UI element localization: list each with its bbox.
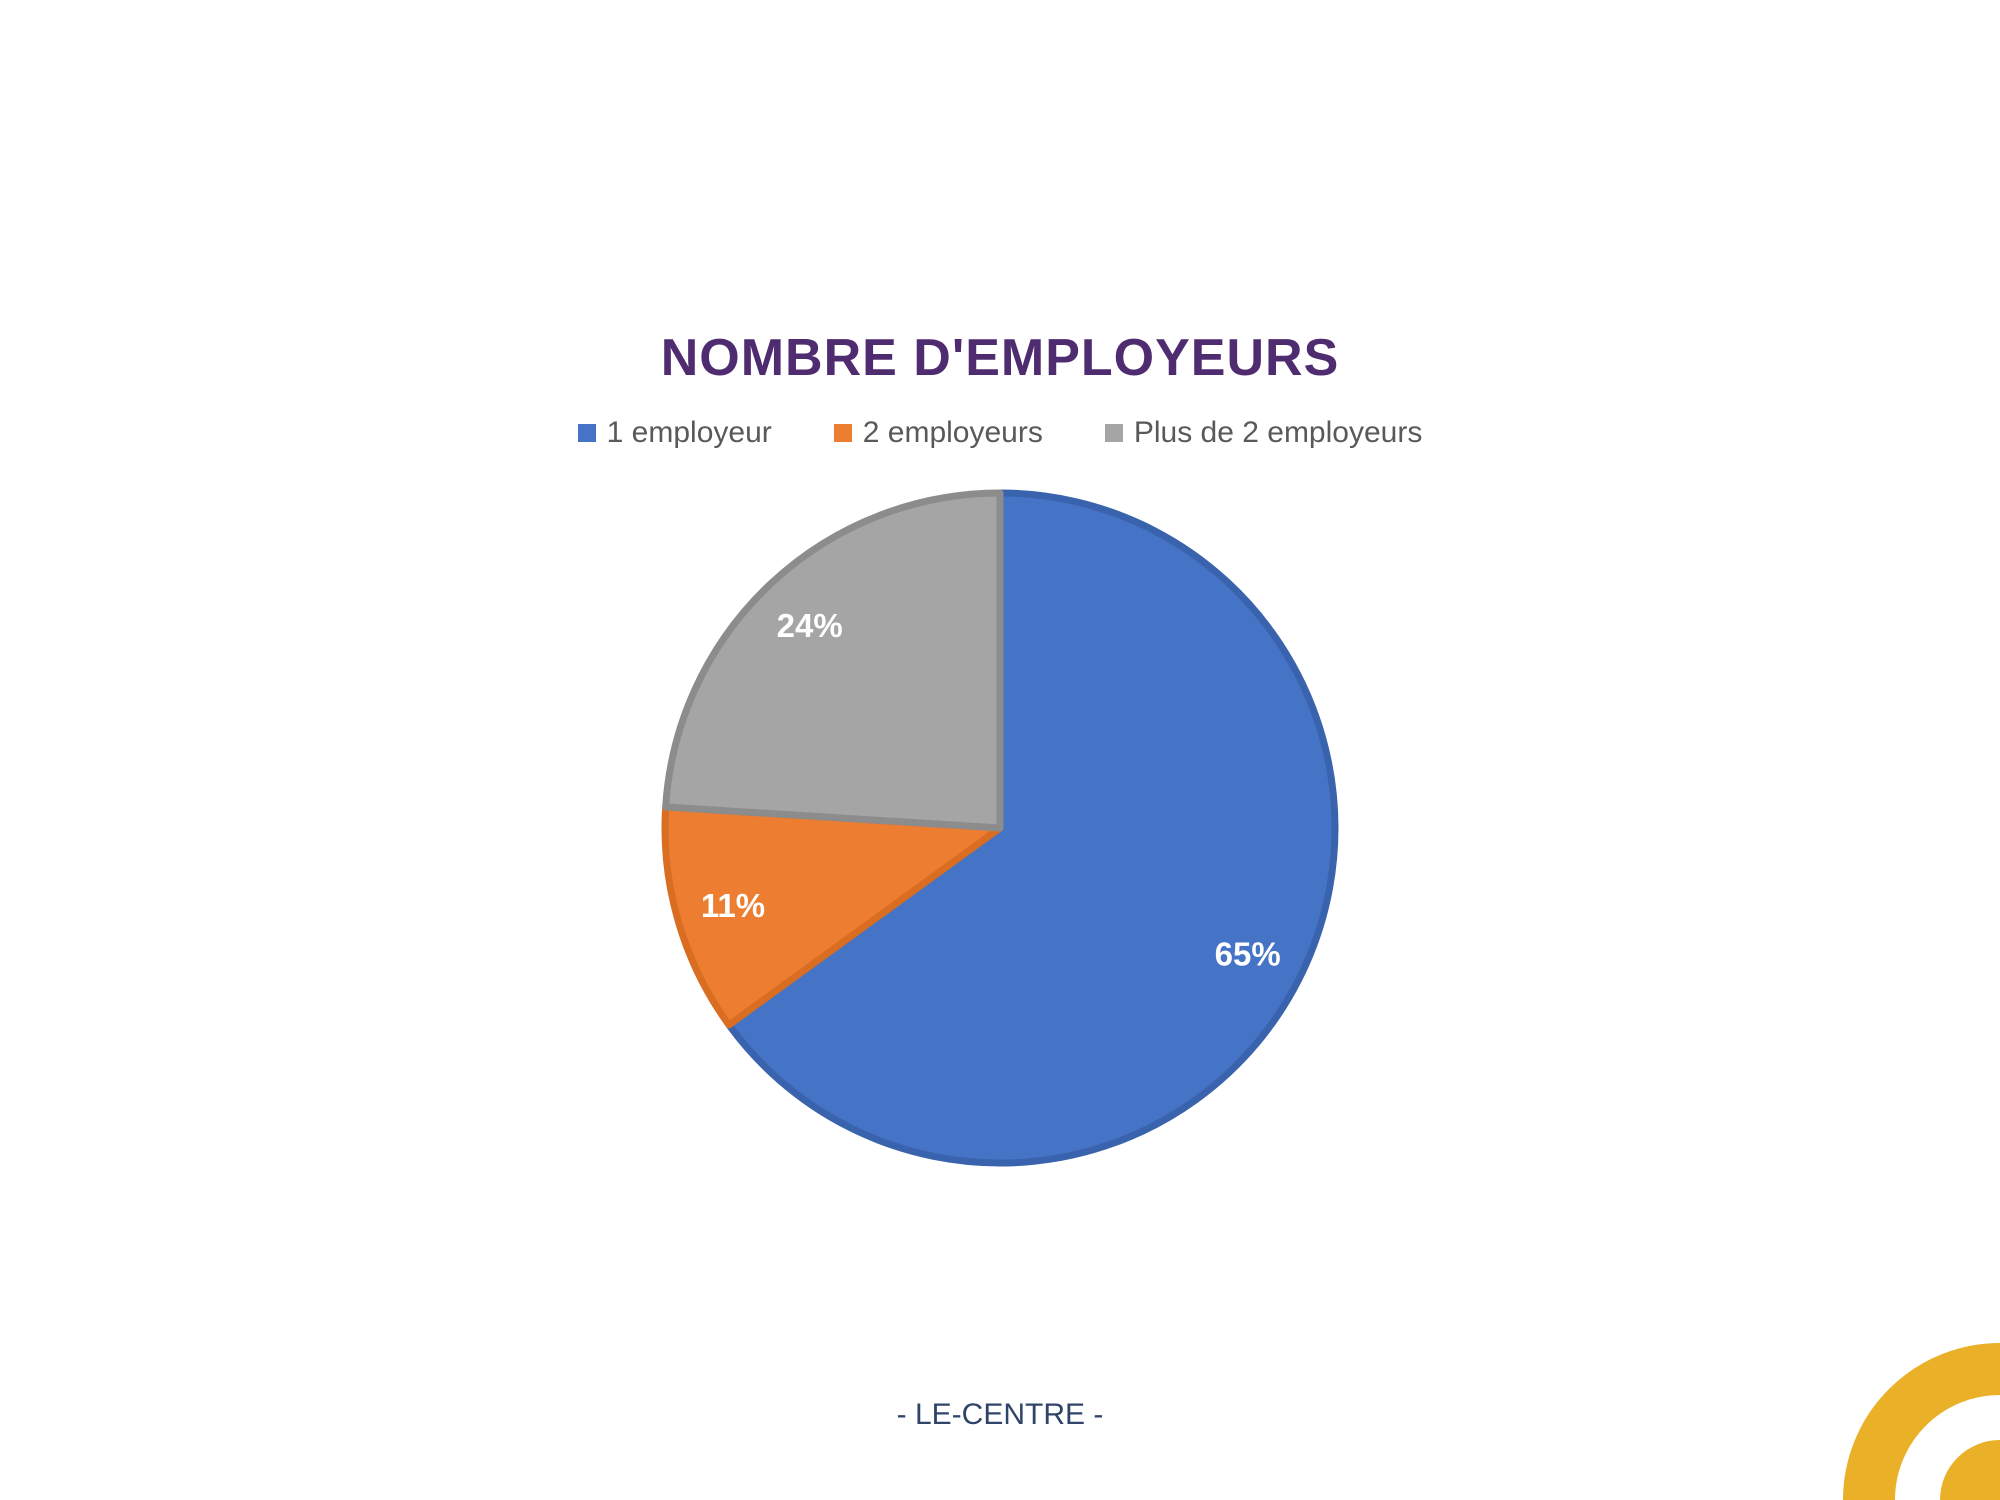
legend-label: Plus de 2 employeurs: [1133, 416, 1423, 449]
pie-slice-1-employeur: [725, 489, 1339, 1167]
legend-marker-plus-de-2-employeurs-icon: [1104, 424, 1123, 442]
pie-slice-label: 65%: [1215, 936, 1281, 973]
chart-legend: 1 employeur 2 employeurs Plus de 2 emplo…: [0, 416, 2000, 450]
footer-caption: - LE-CENTRE -: [896, 1398, 1104, 1431]
pie-slice-plus-de-2-employeurs: [662, 489, 1004, 832]
corner-arc-decoration: [1843, 1343, 2000, 1500]
legend-item-1-employeur: 1 employeur: [577, 416, 772, 450]
legend-marker-1-employeur-icon: [577, 424, 596, 442]
pie-slice-2-employeurs: [661, 803, 1004, 1029]
legend-label: 1 employeur: [606, 416, 772, 449]
pie-slice-label: 11%: [701, 887, 765, 924]
corner-inner-disc: [1940, 1440, 2000, 1500]
legend-item-plus-de-2-employeurs: Plus de 2 employeurs: [1104, 416, 1423, 450]
pie-slice-label: 24%: [777, 607, 843, 644]
legend-label: 2 employeurs: [862, 416, 1043, 449]
legend-item-2-employeurs: 2 employeurs: [833, 416, 1043, 450]
chart-title: NOMBRE D'EMPLOYEURS: [660, 329, 1340, 387]
legend-marker-2-employeurs-icon: [833, 424, 852, 442]
